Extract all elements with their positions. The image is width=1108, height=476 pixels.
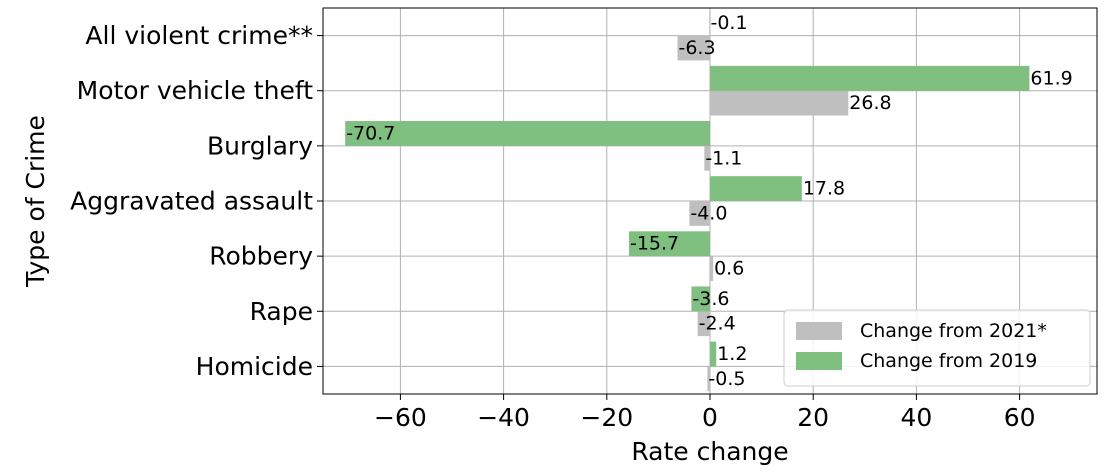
bar [707, 366, 710, 392]
y-tick-label: Burglary [207, 131, 313, 160]
legend-swatch [796, 322, 842, 340]
y-tick-label: All violent crime** [85, 21, 313, 50]
x-tick-label: −60 [374, 403, 427, 432]
data-label: 61.9 [1030, 67, 1072, 89]
data-label: -0.5 [708, 368, 745, 390]
data-label: 0.6 [714, 258, 744, 280]
bar [628, 231, 710, 257]
y-tick-label: Motor vehicle theft [77, 76, 314, 105]
legend: Change from 2021* Change from 2019 [783, 309, 1091, 387]
bar [710, 65, 1030, 91]
x-tick-label: −20 [580, 403, 633, 432]
bar [697, 311, 710, 337]
bar [710, 341, 717, 367]
data-labels: -0.5 -2.4 0.6 -4.0 -1.1 26.8 -6.3 1.2 -3.6 -15.7 1… [346, 12, 1073, 390]
data-label: 26.8 [849, 92, 891, 114]
data-label: -2.4 [699, 313, 736, 335]
data-label: -0.1 [710, 12, 747, 34]
bar [691, 286, 710, 312]
y-tick-label: Aggravated assault [70, 187, 313, 216]
bar [710, 176, 802, 201]
y-axis-ticks: Homicide Rape Robbery Aggravated assault Bur… [70, 21, 323, 381]
legend-entry: Change from 2019 [860, 350, 1037, 372]
bar [709, 10, 710, 36]
data-label: -70.7 [346, 122, 395, 144]
y-tick-label: Homicide [196, 352, 313, 381]
bar [704, 145, 710, 171]
data-label: -4.0 [690, 202, 727, 224]
bar [345, 121, 710, 146]
x-tick-label: 20 [797, 403, 829, 432]
x-tick-label: 0 [702, 403, 718, 432]
bar [677, 35, 710, 61]
data-label: 17.8 [803, 178, 845, 200]
legend-box [783, 309, 1091, 387]
legend-swatch [796, 352, 842, 370]
bar [710, 90, 849, 116]
y-axis-label: Type of Crime [21, 115, 50, 288]
x-axis-ticks: −60 −40 −20 0 20 40 60 [374, 394, 1036, 432]
data-label: -15.7 [630, 233, 679, 255]
bar [710, 256, 714, 281]
x-axis-label: Rate change [631, 437, 788, 466]
data-label: -6.3 [678, 37, 715, 59]
x-tick-label: 40 [900, 403, 932, 432]
bar [689, 201, 710, 226]
data-label: -3.6 [692, 288, 729, 310]
data-label: -1.1 [705, 147, 742, 169]
y-tick-label: Robbery [209, 242, 313, 271]
data-label: 1.2 [717, 343, 747, 365]
x-tick-label: −40 [477, 403, 530, 432]
y-tick-label: Rape [250, 297, 313, 326]
bars [345, 10, 1030, 392]
legend-entry: Change from 2021* [860, 320, 1047, 342]
x-tick-label: 60 [1004, 403, 1036, 432]
